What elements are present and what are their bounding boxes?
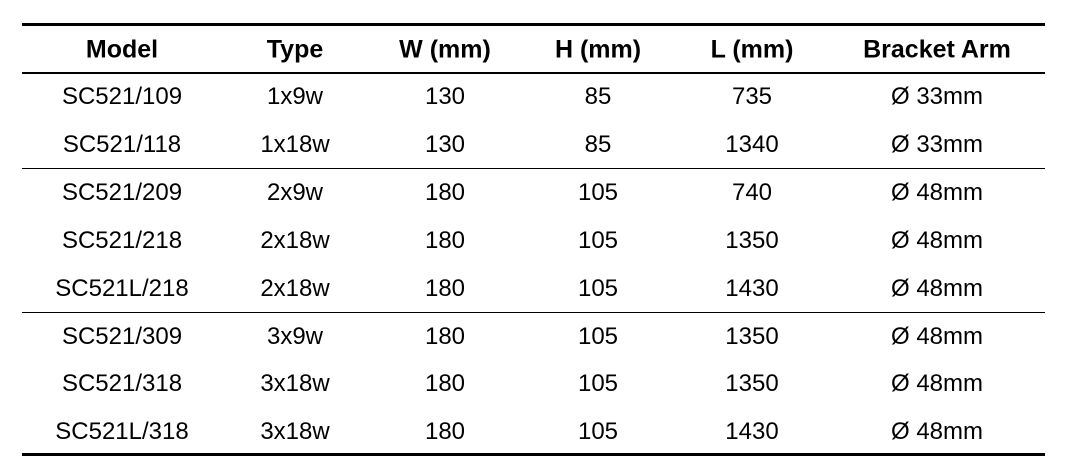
- rule-line: [22, 23, 1045, 26]
- header-cell: Bracket Arm: [863, 35, 1011, 64]
- table-cell: 180: [424, 178, 466, 206]
- table-cell: 2x18w: [260, 226, 330, 254]
- table-cell: SC521/309: [61, 322, 183, 350]
- table-cell: 1350: [725, 226, 779, 254]
- table-cell: Ø 48mm: [890, 418, 984, 446]
- rule-line: [22, 168, 1045, 169]
- table-cell: 105: [577, 370, 619, 398]
- header-cell: Type: [266, 35, 324, 64]
- table-cell: 180: [424, 418, 466, 446]
- table-cell: 180: [424, 274, 466, 302]
- rule-line: [22, 72, 1045, 74]
- table-cell: 85: [584, 130, 612, 158]
- table-cell: 2x9w: [266, 178, 324, 206]
- table-cell: 130: [424, 130, 466, 158]
- table-cell: 180: [424, 322, 466, 350]
- table-cell: 180: [424, 226, 466, 254]
- table-cell: 105: [577, 418, 619, 446]
- table-cell: Ø 48mm: [890, 322, 984, 350]
- table-cell: SC521L/218: [55, 274, 189, 302]
- table-cell: SC521/218: [61, 226, 183, 254]
- table-cell: SC521/109: [61, 83, 183, 110]
- table-cell: 2x18w: [260, 274, 330, 302]
- rule-line: [22, 312, 1045, 313]
- table-cell: 3x9w: [266, 322, 324, 350]
- table-cell: Ø 33mm: [890, 130, 984, 158]
- table-cell: SC521/118: [62, 130, 182, 158]
- table-cell: 1x9w: [266, 83, 324, 110]
- table-cell: SC521/318: [61, 370, 183, 398]
- table-cell: 1350: [725, 370, 779, 398]
- header-cell: L (mm): [710, 35, 794, 64]
- table-cell: 85: [584, 83, 612, 110]
- table-cell: Ø 33mm: [890, 83, 984, 110]
- table-cell: SC521/209: [61, 178, 183, 206]
- table-cell: 740: [731, 178, 773, 206]
- rule-line: [22, 453, 1045, 456]
- table-cell: 105: [577, 226, 619, 254]
- table-cell: 1430: [725, 418, 779, 446]
- table-cell: 3x18w: [260, 418, 330, 446]
- table-cell: 1340: [725, 130, 779, 158]
- table-cell: Ø 48mm: [890, 178, 984, 206]
- table-cell: Ø 48mm: [890, 226, 984, 254]
- table-cell: Ø 48mm: [890, 274, 984, 302]
- table-cell: 130: [424, 83, 466, 110]
- table-cell: 1350: [725, 322, 779, 350]
- table-cell: 180: [424, 370, 466, 398]
- table-cell: 105: [577, 322, 619, 350]
- table-cell: 105: [577, 274, 619, 302]
- table-cell: 3x18w: [260, 370, 330, 398]
- table-cell: SC521L/318: [55, 418, 189, 446]
- header-cell: H (mm): [554, 35, 642, 64]
- header-cell: W (mm): [399, 35, 491, 64]
- header-cell: Model: [85, 35, 159, 64]
- table-cell: Ø 48mm: [890, 370, 984, 398]
- table-cell: 1430: [725, 274, 779, 302]
- table-cell: 105: [577, 178, 619, 206]
- table-cell: 735: [731, 83, 773, 110]
- table-cell: 1x18w: [260, 130, 330, 158]
